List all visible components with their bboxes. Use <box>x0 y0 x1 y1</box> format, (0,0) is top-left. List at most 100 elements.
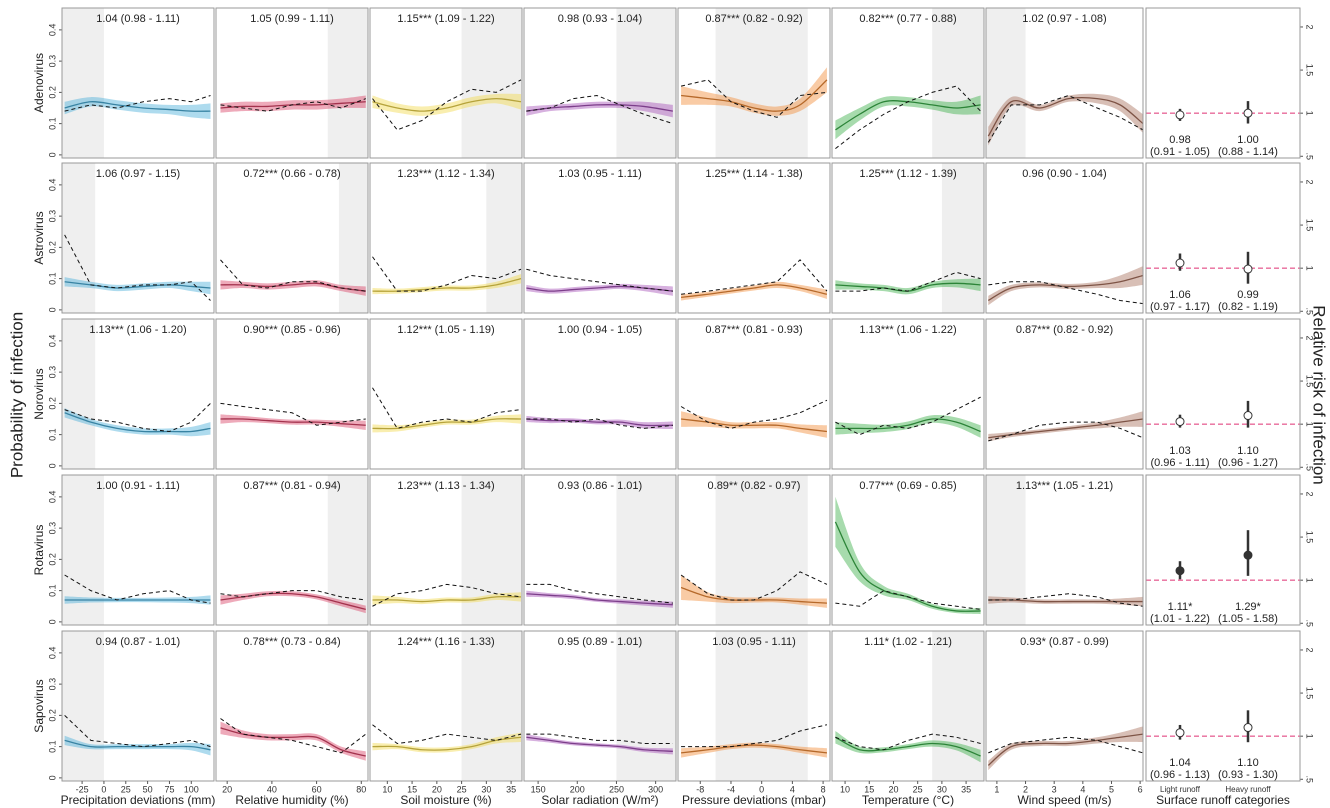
x-tick-label: 60 <box>312 784 322 794</box>
x-tick-label: 300 <box>648 784 663 794</box>
ci-ribbon <box>64 735 211 756</box>
panel-border <box>677 7 831 159</box>
annotation: 1.25*** (1.12 - 1.39) <box>859 168 956 180</box>
panel-border <box>1145 630 1301 782</box>
panel <box>372 631 522 781</box>
y-tick-label: 0.2 <box>47 553 57 566</box>
ci-label: (0.96 - 1.11) <box>1150 457 1209 469</box>
x-tick-label: 200 <box>570 784 585 794</box>
x-tick-label: 20 <box>432 784 442 794</box>
y-tick-label: 0 <box>47 152 57 157</box>
observed-line <box>835 85 981 150</box>
x-tick-label: 250 <box>609 784 624 794</box>
x-axis-label: Solar radiation (W/m²) <box>541 793 658 807</box>
observed-line <box>680 399 828 429</box>
x-tick-label: 3 <box>1052 784 1057 794</box>
observed-line <box>372 583 522 607</box>
fit-line <box>526 736 673 752</box>
ci-ribbon <box>526 590 673 608</box>
annotation: 1.00 (0.91 - 1.11) <box>96 480 180 492</box>
observed-line <box>680 571 828 601</box>
panel <box>680 8 828 158</box>
panel <box>372 475 522 625</box>
annotation: 0.98 (0.93 - 1.04) <box>558 13 642 25</box>
shade <box>62 319 96 469</box>
observed-line <box>988 281 1143 305</box>
annotation: 1.12*** (1.05 - 1.19) <box>397 324 494 336</box>
value-label: 1.00 <box>1237 134 1258 146</box>
observed-line <box>220 98 366 112</box>
annotation: 0.87*** (0.82 - 0.92) <box>1016 324 1113 336</box>
observed-line <box>64 574 211 604</box>
y-tick-label: 0.1 <box>47 740 57 753</box>
shade <box>932 8 984 158</box>
annotation: 1.13*** (1.05 - 1.21) <box>1016 480 1113 492</box>
y-tick-label: 0.3 <box>47 678 57 691</box>
y-tick-label: 0.2 <box>47 241 57 254</box>
panel-border <box>215 7 369 159</box>
x-tick-label: 1 <box>994 784 999 794</box>
annotation: 0.72*** (0.66 - 0.78) <box>243 168 340 180</box>
point <box>1243 411 1253 421</box>
panel-border <box>215 474 369 626</box>
panel <box>835 631 984 781</box>
annotation: 0.94 (0.87 - 1.01) <box>96 636 180 648</box>
panel-border <box>215 318 369 470</box>
x-tick-label: -25 <box>76 784 89 794</box>
panel <box>680 631 828 781</box>
annotation: 1.24*** (1.16 - 1.33) <box>397 636 494 648</box>
ci-label: (0.91 - 1.05) <box>1150 146 1210 158</box>
fit-line <box>64 739 211 751</box>
shade <box>715 8 808 158</box>
y2-tick-label: 2 <box>1305 179 1315 184</box>
ci-label: (0.97 - 1.17) <box>1150 301 1210 313</box>
panel <box>526 475 676 625</box>
y2-tick-label: .5 <box>1305 620 1315 628</box>
panel <box>62 631 211 781</box>
y2-tick-label: .5 <box>1305 308 1315 316</box>
panel-border <box>215 162 369 314</box>
panel <box>680 399 828 438</box>
x-tick-label: 0 <box>759 784 764 794</box>
ci-ribbon <box>372 414 522 433</box>
panel-border <box>369 318 523 470</box>
panel-border <box>831 162 985 314</box>
fit-line <box>64 101 211 112</box>
y2-tick-label: 1.5 <box>1305 531 1315 544</box>
observed-line <box>64 95 211 112</box>
ci-ribbon <box>988 411 1143 442</box>
fit-line <box>835 418 981 433</box>
x-tick-label: 150 <box>531 784 546 794</box>
annotation: 1.25*** (1.14 - 1.38) <box>705 168 802 180</box>
shade <box>616 8 676 158</box>
shade <box>327 475 368 625</box>
x-tick-label: 10 <box>382 784 392 794</box>
annotation: 1.06 (0.97 - 1.15) <box>96 168 180 180</box>
annotation: 1.03 (0.95 - 1.11) <box>712 636 796 648</box>
panel-border <box>677 474 831 626</box>
y-tick-label: 0 <box>47 307 57 312</box>
x-tick-label: -8 <box>696 784 704 794</box>
point <box>1175 417 1185 427</box>
y2-tick-label: 1.5 <box>1305 375 1315 388</box>
ci-ribbon <box>988 93 1143 146</box>
fit-line <box>220 727 366 757</box>
panel <box>987 726 1143 771</box>
annotation: 0.90*** (0.85 - 0.96) <box>243 324 340 336</box>
panel-border <box>831 474 985 626</box>
y2-tick-label: 1 <box>1305 422 1315 427</box>
panel-border <box>61 474 215 626</box>
panel <box>835 396 981 438</box>
y-tick-label: 0.2 <box>47 397 57 410</box>
panel-border <box>1145 474 1301 626</box>
y-tick-label: 0.1 <box>47 272 57 285</box>
observed-line <box>988 736 1143 754</box>
annotation: 1.23*** (1.12 - 1.34) <box>397 168 494 180</box>
point <box>1243 108 1253 118</box>
annotation: 1.23*** (1.13 - 1.34) <box>397 480 494 492</box>
value-label: 1.10 <box>1237 757 1258 769</box>
annotation: 0.87*** (0.81 - 0.93) <box>705 324 802 336</box>
ci-ribbon <box>64 277 211 295</box>
x-tick-label: Light runoff <box>1160 785 1201 794</box>
fit-line <box>64 412 211 433</box>
